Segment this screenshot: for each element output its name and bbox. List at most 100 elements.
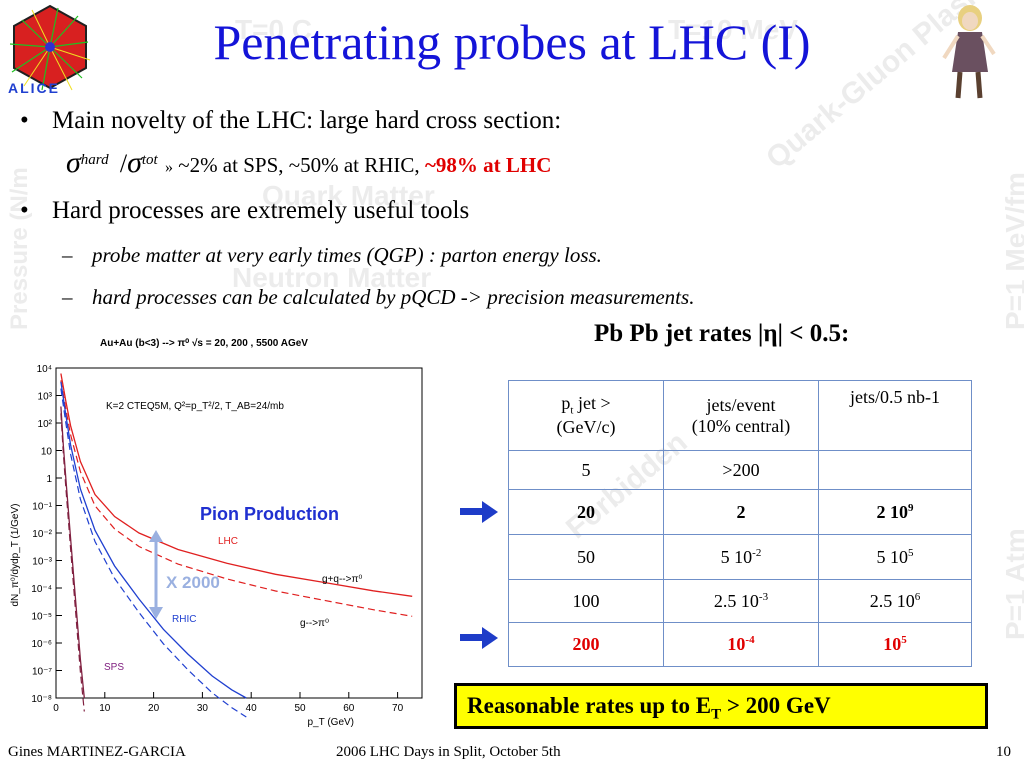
cell-nb: 2 109	[818, 489, 972, 535]
bullet-2: • Hard processes are extremely useful to…	[20, 196, 469, 226]
character-illustration	[936, 2, 1000, 102]
sigma-tot-label: tot	[141, 152, 158, 168]
y-tick-label: 10⁻³	[32, 557, 52, 568]
y-tick-label: 10²	[38, 419, 53, 430]
table-row: 50 5 10-2 5 105	[508, 534, 972, 580]
x2000-label: X 2000	[166, 573, 220, 592]
chart-params: K=2 CTEQ5M, Q²=p_T²/2, T_AB=24/mb	[106, 401, 284, 412]
x-tick-label: 0	[53, 703, 59, 714]
ratio-lhc-highlight: ~98% at LHC	[424, 153, 552, 177]
y-tick-label: 10⁻⁵	[31, 612, 52, 623]
series-dashed-lhc	[60, 380, 413, 617]
table-header-row: pt jet > (GeV/c) jets/event (10% central…	[508, 380, 972, 451]
conclusion-text-pre: Reasonable rates up to E	[467, 693, 712, 718]
header-central: (10% central)	[691, 415, 791, 436]
cell-event: 2.5 10-3	[663, 579, 819, 623]
cell-nb-exp: 9	[908, 501, 914, 514]
header-pt-unit: (GeV/c)	[556, 416, 616, 437]
header-pt-p: p	[561, 393, 571, 414]
header-jets-nb: jets/0.5 nb-1	[818, 380, 972, 451]
x-tick-label: 30	[197, 703, 209, 714]
header-pt: pt jet > (GeV/c)	[508, 380, 664, 451]
y-axis-label: dN_π⁰/dydp_T (1/GeV)	[10, 504, 21, 607]
conclusion-box: Reasonable rates up to ET > 200 GeV	[454, 683, 988, 729]
bullet-dot: •	[20, 107, 29, 134]
x-tick-label: 50	[294, 703, 306, 714]
approx-symbol: »	[164, 159, 173, 176]
watermark-pressure: Pressure (N/m	[6, 167, 33, 330]
cell-nb-value: 5 10	[876, 546, 909, 567]
rhic-label: RHIC	[172, 614, 196, 625]
cell-nb-value: 2.5 10	[869, 590, 915, 611]
cell-event-exp: -4	[745, 634, 755, 646]
header-jets-nb-label: jets/0.5 nb-1	[850, 387, 940, 407]
x-tick-label: 10	[99, 703, 111, 714]
arrow-row-200	[460, 627, 498, 649]
y-tick-label: 10	[41, 447, 53, 458]
bullet-1: • Main novelty of the LHC: large hard cr…	[20, 106, 561, 136]
conclusion-sub: T	[711, 706, 722, 723]
watermark-p1mev: P=1 MeV/fm	[1000, 172, 1024, 330]
cell-event-value: 2.5 10	[713, 590, 759, 611]
bullet-2-text: Hard processes are extremely useful tool…	[52, 197, 470, 224]
x-tick-label: 60	[343, 703, 355, 714]
watermark-p1atm: P=1 Atm	[1000, 528, 1024, 640]
y-tick-label: 10³	[38, 392, 53, 403]
cell-nb-exp: 5	[901, 634, 907, 646]
y-tick-label: 10⁻¹	[32, 502, 52, 513]
sub-bullet-1-text: probe matter at very early times (QGP) :…	[92, 243, 602, 267]
x-tick-label: 20	[148, 703, 160, 714]
sps-label: SPS	[104, 662, 124, 673]
sub-bullet-2: – hard processes can be calculated by pQ…	[62, 284, 694, 310]
alice-logo-graphic	[9, 4, 91, 91]
arrow-row-20	[460, 501, 498, 523]
cell-nb-value: 10	[883, 634, 902, 654]
cell-event: 2	[663, 489, 819, 535]
conclusion-text-post: > 200 GeV	[721, 693, 831, 718]
table-row: 5 >200	[508, 450, 972, 490]
sigma-symbol: σ	[127, 146, 142, 179]
x-tick-label: 40	[246, 703, 258, 714]
slide-title: Penetrating probes at LHC (I)	[213, 14, 811, 70]
pion-production-label: Pion Production	[200, 504, 339, 524]
x-axis-label: p_T (GeV)	[308, 717, 355, 728]
cell-event-exp: -3	[758, 590, 769, 603]
table-row: 20 2 2 109	[508, 489, 972, 535]
g-annotation: g-->π⁰	[300, 618, 329, 629]
cell-pt-value: 200	[572, 634, 600, 654]
series-line-sps	[60, 406, 85, 699]
watermark-t0: T=0 C	[235, 14, 313, 45]
cell-pt: 50	[508, 534, 664, 580]
y-tick-label: 10⁻⁷	[32, 667, 52, 678]
alice-logo-text: ALICE	[8, 80, 60, 96]
sub-bullet-1: – probe matter at very early times (QGP)…	[62, 242, 602, 268]
cross-section-ratio: σhard /σtot » ~2% at SPS, ~50% at RHIC, …	[66, 146, 551, 180]
x-tick-label: 70	[392, 703, 404, 714]
cell-event: >200	[663, 450, 819, 490]
y-tick-label: 10⁴	[37, 364, 52, 375]
lhc-label: LHC	[218, 536, 238, 547]
y-tick-label: 10⁻⁴	[31, 584, 52, 595]
sigma-hard-label: hard	[80, 152, 109, 168]
dash-marker: –	[62, 285, 73, 309]
footer-page-number: 10	[996, 744, 1011, 760]
watermark-neutron-matter: Neutron Matter	[232, 262, 432, 293]
sigma-symbol: σ	[66, 146, 81, 179]
header-jets-event-label: jets/event	[706, 394, 776, 415]
cell-event: 5 10-2	[663, 534, 819, 580]
chart-title: Au+Au (b<3) --> π⁰ √s = 20, 200 , 5500 A…	[100, 338, 308, 349]
series-dashed-rhic	[60, 388, 247, 718]
alice-logo: ALICE	[2, 2, 98, 100]
table-caption: Pb Pb jet rates |η| < 0.5:	[594, 320, 850, 347]
gq-annotation: g+q-->π⁰	[322, 574, 362, 585]
cell-nb-exp: 6	[914, 590, 921, 603]
cell-nb: 5 105	[818, 534, 972, 580]
cell-pt: 5	[508, 450, 664, 490]
watermark-quark-matter: Quark Matter	[262, 180, 435, 211]
y-tick-label: 10⁻⁸	[31, 694, 52, 705]
ratio-text: ~2% at SPS, ~50% at RHIC,	[178, 153, 425, 177]
cell-pt: 20	[508, 489, 664, 535]
y-tick-label: 10⁻⁶	[31, 639, 52, 650]
bullet-1-text: Main novelty of the LHC: large hard cros…	[52, 107, 562, 134]
watermark-t10: T=10 MeV	[668, 14, 798, 45]
